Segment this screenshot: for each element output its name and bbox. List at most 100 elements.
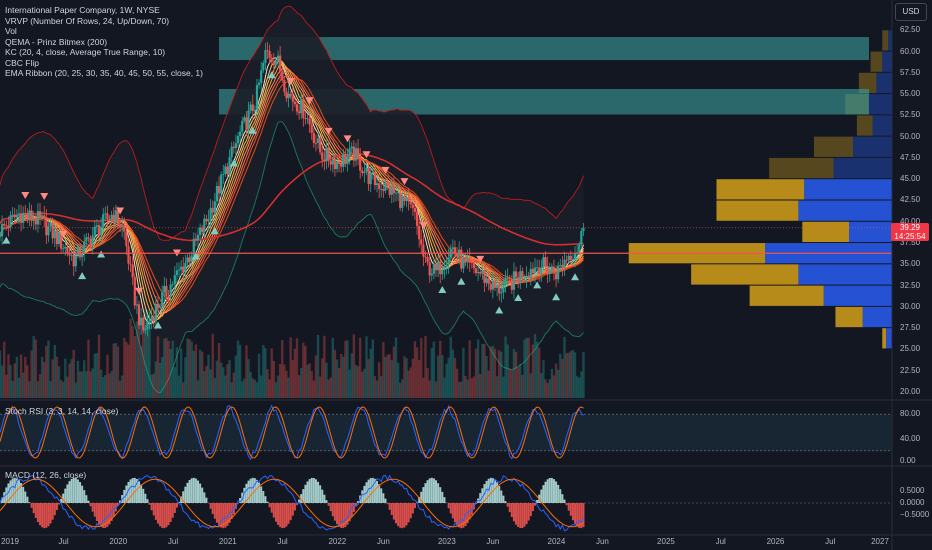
time-axis-label: 2021 (218, 537, 237, 546)
volume-bar (575, 376, 579, 398)
macd-histogram-bar (11, 478, 14, 503)
legend-vrvp[interactable]: VRVP (Number Of Rows, 24, Up/Down, 70) (5, 15, 170, 26)
volume-bar (3, 341, 6, 398)
macd-histogram-bar (489, 477, 492, 503)
candle-body (116, 210, 120, 226)
volume-bar (293, 348, 297, 398)
macd-histogram-bar (552, 479, 555, 503)
symbol-title[interactable]: International Paper Company, 1W, NYSE (5, 5, 160, 15)
candle-body (291, 96, 294, 102)
volume-bar (106, 354, 109, 398)
legend-ema-ribbon[interactable]: EMA Ribbon (20, 25, 30, 35, 40, 45, 50, … (5, 68, 203, 78)
volume-bar (95, 353, 99, 398)
candle-body (133, 277, 136, 306)
macd-histogram-bar (521, 503, 524, 528)
candle-body (375, 183, 379, 186)
macd-histogram-bar (529, 503, 532, 517)
macd-histogram-bar (458, 503, 461, 528)
legend-qema[interactable]: QEMA - Prinz Bitmex (200) (5, 36, 108, 47)
last-price-tag: 39.29 14:25:54 (891, 223, 929, 241)
candle-body (325, 147, 328, 162)
candle-body (207, 219, 210, 222)
volume-bar (133, 336, 137, 398)
volume-bar (352, 334, 356, 398)
macd-histogram-bar (527, 503, 530, 521)
macd-histogram-bar (512, 503, 515, 522)
macd-histogram-bar (329, 503, 332, 512)
macd-histogram-bar (384, 498, 387, 503)
candle-body (100, 226, 103, 236)
macd-histogram-bar (561, 494, 564, 503)
volume-bar (190, 341, 193, 398)
bullish-flip-marker (2, 236, 11, 244)
time-axis-label: 2026 (766, 537, 785, 546)
macd-histogram-bar (367, 479, 370, 503)
candle-body (192, 238, 195, 256)
volume-bar (104, 374, 107, 398)
candle-body (104, 213, 107, 215)
macd-histogram-bar (66, 484, 69, 503)
candle-body (272, 61, 275, 66)
macd-histogram-bar (135, 478, 138, 503)
macd-histogram-bar (487, 478, 490, 503)
volume-bars (0, 309, 585, 398)
volume-bar (245, 345, 248, 398)
macd-histogram-bar (127, 481, 130, 503)
macd-title[interactable]: MACD (12, 26, close) (5, 470, 87, 480)
macd-histogram-bar (376, 480, 379, 503)
macd-histogram-bar (57, 503, 60, 505)
candle-body (125, 231, 128, 247)
volume-bar (327, 379, 330, 398)
time-axis-label: Jun (595, 537, 609, 546)
volume-bar (340, 353, 343, 398)
candle-body (573, 253, 577, 260)
volume-bar (430, 348, 433, 398)
macd-line (0, 474, 584, 532)
macd-histogram-bar (378, 484, 381, 503)
candle-body (180, 266, 183, 270)
macd-histogram-bar (449, 503, 452, 514)
macd-histogram-bar (424, 483, 427, 503)
volume-bar (97, 334, 101, 398)
candle-body (426, 257, 429, 263)
macd-histogram-bar (241, 492, 244, 503)
macd-histogram-bar (525, 503, 528, 525)
time-axis-label: 2027 (871, 537, 889, 546)
legend-cbc[interactable]: CBC Flip (5, 57, 40, 68)
macd-histogram-bar (531, 503, 534, 512)
bearish-flip-marker (135, 287, 144, 295)
volume-bar (228, 360, 231, 398)
volume-bar (47, 340, 50, 398)
macd-histogram-bar (129, 479, 132, 503)
candle-body (542, 257, 545, 268)
candle-body (110, 214, 113, 220)
currency-button[interactable]: USD (895, 3, 927, 21)
macd-histogram-bar (563, 499, 566, 503)
legend-vol[interactable]: Vol (5, 26, 17, 36)
volume-bar (118, 380, 122, 398)
volume-bar (390, 360, 393, 398)
macd-histogram-bar (224, 503, 227, 528)
ema-ribbon-line (0, 63, 584, 318)
candle-body (498, 284, 501, 294)
stoch-title[interactable]: Stoch RSI (3, 3, 14, 14, close) (5, 406, 119, 416)
legend-kc[interactable]: KC (20, 4, close, Average True Range, 10… (5, 47, 166, 57)
candle-body (399, 192, 402, 208)
candle-body (28, 210, 31, 219)
candle-body (11, 214, 14, 216)
time-axis-label: 2020 (109, 537, 128, 546)
macd-histogram-bar (409, 503, 412, 519)
candle-body (441, 269, 444, 275)
macd-histogram-bar (312, 477, 315, 503)
macd-histogram-bar (418, 497, 421, 503)
candle-body (266, 50, 269, 52)
candle-body (544, 257, 547, 266)
volume-bar (295, 338, 299, 398)
candle-body (428, 262, 431, 276)
macd-histogram-bar (222, 503, 225, 529)
candle-body (85, 237, 88, 242)
macd-histogram-bar (146, 499, 149, 503)
candle-body (150, 316, 153, 321)
candle-body (241, 120, 244, 132)
